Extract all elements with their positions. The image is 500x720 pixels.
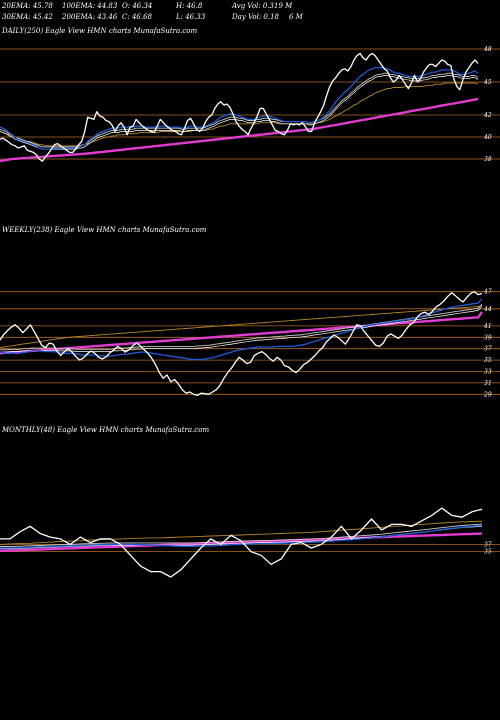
header-ema100: 100EMA: 44.83 bbox=[62, 2, 118, 10]
y-tick-label: 33 bbox=[484, 369, 492, 376]
ema-mid-companion-line bbox=[0, 75, 479, 150]
header-high: H: 46.8 bbox=[175, 2, 203, 10]
ema-short-line bbox=[0, 298, 483, 361]
y-tick-label: 35 bbox=[484, 357, 492, 364]
panel-weekly-title: WEEKLY(238) Eagle View HMN charts Munafa… bbox=[2, 226, 207, 234]
panel-monthly-series bbox=[0, 507, 483, 578]
panel-weekly: WEEKLY(238) Eagle View HMN charts Munafa… bbox=[0, 226, 500, 398]
panel-monthly-title: MONTHLY(48) Eagle View HMN charts Munafa… bbox=[1, 426, 209, 434]
y-tick-label: 37 bbox=[484, 541, 492, 548]
y-tick-label: 38 bbox=[484, 156, 492, 163]
y-tick-label: 37 bbox=[484, 346, 492, 353]
ema-longest-line bbox=[0, 532, 483, 553]
ema-short-line bbox=[0, 524, 483, 549]
header-close: C: 46.68 bbox=[122, 13, 153, 21]
price-line bbox=[0, 52, 479, 162]
y-tick-label: 48 bbox=[483, 46, 492, 53]
header-low: L: 46.33 bbox=[175, 13, 206, 21]
ema-short-line bbox=[0, 67, 479, 150]
y-tick-label: 29 bbox=[483, 391, 492, 398]
header-ema30: 30EMA: 45.42 bbox=[2, 13, 53, 21]
y-tick-label: 41 bbox=[483, 323, 492, 330]
panel-daily-title: DAILY(250) Eagle View HMN charts MunafaS… bbox=[1, 27, 198, 35]
price-line bbox=[0, 507, 483, 578]
panel-daily-ticks: 38 40 42 45 48 bbox=[483, 46, 492, 163]
price-line bbox=[0, 291, 483, 397]
ema-longest-line bbox=[0, 97, 479, 163]
header-ema20: 20EMA: 45.78 bbox=[1, 2, 53, 10]
panel-daily: DAILY(250) Eagle View HMN charts MunafaS… bbox=[0, 27, 500, 163]
header-open: O: 46.34 bbox=[122, 2, 152, 10]
ema-long-line bbox=[0, 304, 483, 349]
y-tick-label: 31 bbox=[484, 380, 492, 387]
header-period: 6 M bbox=[289, 13, 304, 21]
y-tick-label: 45 bbox=[483, 79, 492, 86]
ema-longest-line bbox=[0, 311, 483, 355]
header-ema200: 200EMA: 43.46 bbox=[61, 13, 118, 21]
ema-long-line bbox=[0, 520, 483, 545]
y-tick-label: 47 bbox=[483, 289, 492, 296]
y-tick-label: 40 bbox=[483, 134, 492, 141]
panel-weekly-ticks: 29 31 33 35 37 39 41 44 47 bbox=[483, 289, 492, 399]
panel-weekly-series bbox=[0, 291, 483, 397]
ema-mid-companion-line bbox=[0, 306, 483, 353]
header-row-2: 30EMA: 45.42 200EMA: 43.46 C: 46.68 L: 4… bbox=[2, 13, 304, 21]
header-day-vol: Day Vol: 0.18 bbox=[231, 13, 280, 21]
header-avg-vol: Avg Vol: 0.319 M bbox=[231, 2, 293, 10]
y-tick-label: 35 bbox=[484, 549, 492, 556]
header-row-1: 20EMA: 45.78 100EMA: 44.83 O: 46.34 H: 4… bbox=[1, 2, 293, 10]
y-tick-label: 39 bbox=[484, 334, 492, 341]
panel-monthly: MONTHLY(48) Eagle View HMN charts Munafa… bbox=[0, 426, 500, 578]
y-tick-label: 44 bbox=[483, 306, 492, 313]
y-tick-label: 42 bbox=[483, 112, 492, 119]
panel-daily-series bbox=[0, 52, 479, 163]
